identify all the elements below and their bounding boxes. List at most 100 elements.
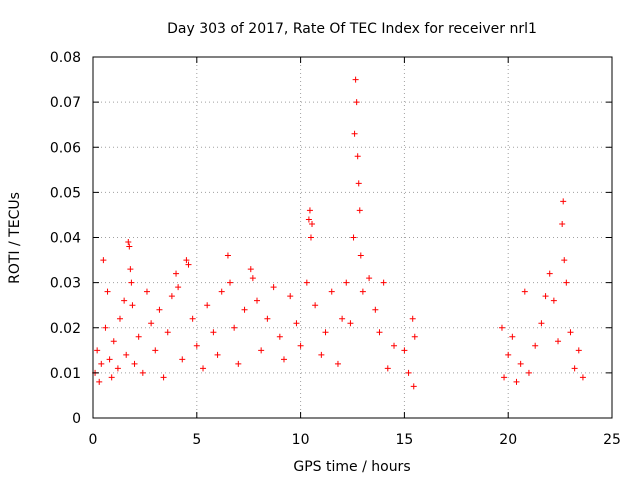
data-point — [104, 288, 111, 295]
data-point — [560, 198, 567, 205]
y-tick-label: 0.02 — [50, 321, 81, 337]
data-point — [135, 333, 142, 340]
data-point — [148, 320, 155, 327]
data-point — [305, 216, 312, 223]
data-point — [575, 347, 582, 354]
y-tick-label: 0.05 — [50, 185, 81, 201]
data-point — [359, 288, 366, 295]
x-tick-label: 20 — [499, 432, 517, 448]
data-point — [98, 360, 105, 367]
data-point — [280, 356, 287, 363]
y-tick-label: 0.01 — [50, 366, 81, 382]
x-axis-label: GPS time / hours — [293, 459, 410, 475]
data-point — [309, 220, 316, 227]
data-point — [264, 315, 271, 322]
data-point — [247, 266, 254, 273]
data-point — [254, 297, 261, 304]
data-point — [559, 220, 566, 227]
data-point — [249, 275, 256, 282]
data-point — [354, 153, 361, 160]
data-point — [258, 347, 265, 354]
data-point — [567, 329, 574, 336]
data-point — [270, 284, 277, 291]
data-point — [352, 76, 359, 83]
data-point — [100, 257, 107, 264]
data-point — [110, 338, 117, 345]
data-point — [356, 207, 363, 214]
data-point — [189, 315, 196, 322]
data-point — [214, 351, 221, 358]
data-point — [532, 342, 539, 349]
data-point — [114, 365, 121, 372]
data-point — [129, 302, 136, 309]
data-point — [106, 356, 113, 363]
data-point — [357, 252, 364, 259]
data-point — [126, 243, 133, 250]
x-tick-label: 0 — [89, 432, 98, 448]
data-point — [563, 279, 570, 286]
data-point — [542, 293, 549, 300]
data-point — [179, 356, 186, 363]
data-point — [102, 324, 109, 331]
data-point — [160, 374, 167, 381]
data-point — [227, 279, 234, 286]
data-point — [351, 130, 358, 137]
data-point — [501, 374, 508, 381]
grid-lines — [93, 57, 612, 418]
chart-title: Day 303 of 2017, Rate Of TEC Index for r… — [167, 21, 537, 37]
data-point — [517, 360, 524, 367]
data-point — [525, 369, 532, 376]
data-point — [513, 378, 520, 385]
data-point — [152, 347, 159, 354]
data-point — [127, 266, 134, 273]
data-point — [391, 342, 398, 349]
y-tick-label: 0.04 — [50, 231, 81, 247]
data-point — [339, 315, 346, 322]
data-point — [94, 347, 101, 354]
data-point — [131, 360, 138, 367]
data-point — [318, 351, 325, 358]
data-point — [125, 239, 132, 246]
data-point — [509, 333, 516, 340]
x-tick-label: 15 — [395, 432, 413, 448]
data-point — [204, 302, 211, 309]
data-point — [116, 315, 123, 322]
data-point — [550, 297, 557, 304]
data-point — [164, 329, 171, 336]
data-point — [384, 365, 391, 372]
data-point — [276, 333, 283, 340]
data-point — [108, 374, 115, 381]
data-point — [200, 365, 207, 372]
data-point — [353, 99, 360, 106]
y-tick-label: 0.08 — [50, 50, 81, 66]
data-point — [303, 279, 310, 286]
data-point — [121, 297, 128, 304]
data-point — [546, 270, 553, 277]
data-point — [376, 329, 383, 336]
data-point — [175, 284, 182, 291]
data-point — [505, 351, 512, 358]
data-point — [241, 306, 248, 313]
data-point — [193, 342, 200, 349]
data-point — [224, 252, 231, 259]
data-point — [231, 324, 238, 331]
data-point — [128, 279, 135, 286]
data-point — [380, 279, 387, 286]
data-point — [372, 306, 379, 313]
y-tick-label: 0.07 — [50, 95, 81, 111]
data-point — [521, 288, 528, 295]
data-point — [218, 288, 225, 295]
x-tick-label: 10 — [292, 432, 310, 448]
data-point — [210, 329, 217, 336]
data-point — [571, 365, 578, 372]
x-tick-label: 5 — [192, 432, 201, 448]
data-point — [307, 234, 314, 241]
data-point — [347, 320, 354, 327]
y-tick-label: 0 — [72, 411, 81, 427]
axis-ticks: 0 0.01 0.02 0.03 0.04 0.05 0.06 0.07 0.08 0 5 10 15 2… — [50, 50, 621, 448]
data-point — [139, 369, 146, 376]
data-point — [498, 324, 505, 331]
data-point — [328, 288, 335, 295]
data-points — [92, 76, 586, 390]
data-point — [183, 257, 190, 264]
